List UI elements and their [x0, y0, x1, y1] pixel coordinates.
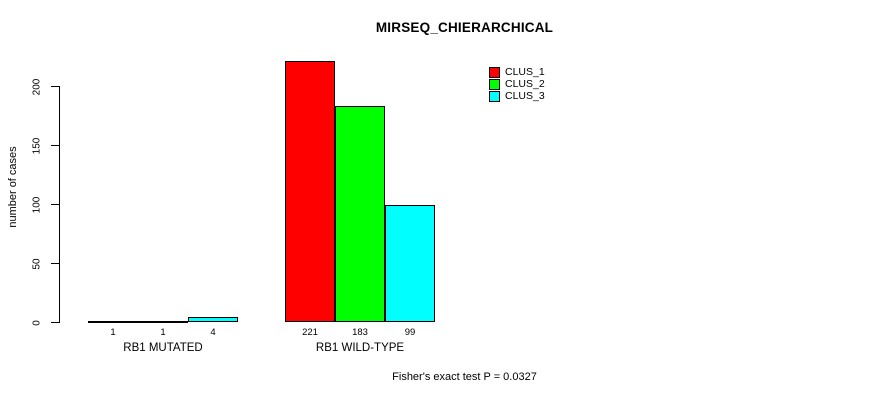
bar [285, 61, 335, 322]
x-category-label: RB1 MUTATED [123, 342, 203, 354]
bar [385, 205, 435, 322]
bar [335, 106, 385, 322]
y-tick-label: 100 [31, 196, 43, 213]
legend-label: CLUS_3 [505, 90, 545, 102]
y-axis-label: number of cases [7, 146, 19, 228]
bar [88, 320, 138, 323]
legend-swatch [489, 90, 500, 102]
bar-value-label: 99 [404, 327, 416, 338]
bar-value-label: 1 [160, 327, 166, 338]
legend-item: CLUS_1 [489, 66, 545, 78]
bar-value-label: 4 [210, 327, 216, 338]
y-axis-tick [51, 145, 59, 146]
y-axis-tick [51, 204, 59, 205]
legend-item: CLUS_3 [489, 90, 545, 102]
bar-value-label: 1 [110, 327, 116, 338]
bar-value-label: 183 [352, 327, 368, 338]
legend-label: CLUS_1 [505, 66, 545, 78]
y-tick-label: 200 [31, 78, 43, 95]
bar [188, 317, 238, 322]
legend-swatch [489, 66, 500, 78]
stat-annotation: Fisher's exact test P = 0.0327 [392, 371, 537, 383]
bar [138, 320, 188, 323]
legend-item: CLUS_2 [489, 78, 545, 90]
legend-swatch [489, 78, 500, 90]
legend-label: CLUS_2 [505, 78, 545, 90]
y-axis-tick [51, 86, 59, 87]
x-category-label: RB1 WILD-TYPE [315, 342, 405, 354]
y-axis-tick [51, 322, 59, 323]
chart-title: MIRSEQ_CHIERARCHICAL [375, 20, 554, 35]
y-axis-tick [51, 263, 59, 264]
bar-value-label: 221 [302, 327, 318, 338]
y-axis-line [59, 86, 60, 323]
y-tick-label: 0 [31, 319, 43, 326]
y-tick-label: 50 [31, 257, 43, 270]
y-tick-label: 150 [31, 137, 43, 154]
